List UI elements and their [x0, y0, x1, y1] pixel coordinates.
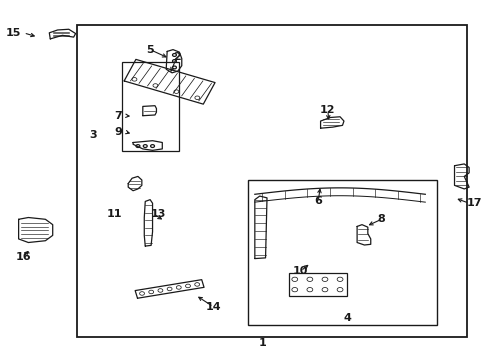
Text: 9: 9: [115, 127, 122, 137]
Text: 7: 7: [115, 111, 122, 121]
Text: 1: 1: [258, 338, 266, 347]
Text: 3: 3: [89, 130, 97, 140]
Text: 4: 4: [343, 312, 351, 323]
Text: 15: 15: [6, 28, 21, 38]
Text: 13: 13: [151, 209, 167, 219]
Text: 10: 10: [293, 266, 308, 276]
Text: 11: 11: [106, 209, 122, 219]
Text: 6: 6: [314, 197, 322, 206]
Text: 2: 2: [173, 52, 181, 62]
Bar: [122, 62, 179, 152]
Bar: [289, 273, 347, 296]
Text: 14: 14: [206, 302, 221, 312]
Bar: [247, 180, 438, 325]
Text: 12: 12: [320, 105, 336, 115]
Bar: [77, 24, 466, 337]
Text: 16: 16: [15, 252, 31, 262]
Text: 5: 5: [147, 45, 154, 55]
Text: 17: 17: [466, 198, 482, 208]
Text: 8: 8: [378, 214, 385, 224]
